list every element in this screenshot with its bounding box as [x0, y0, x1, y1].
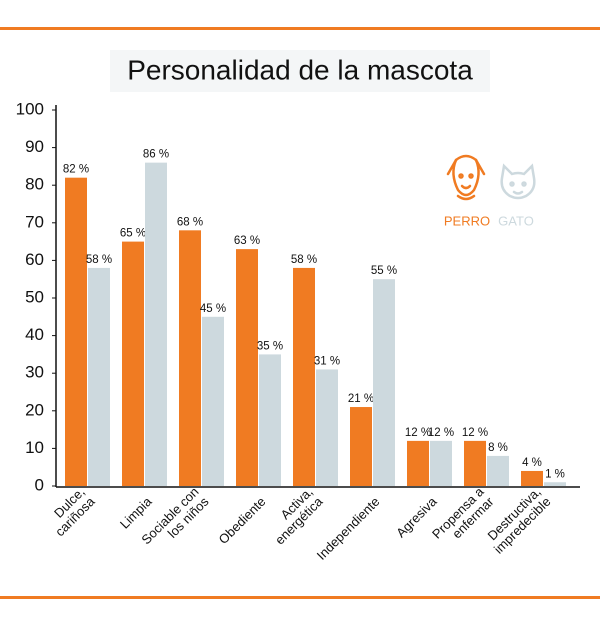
value-label: 4 %: [522, 457, 542, 469]
bar: [88, 267, 110, 486]
bar: [373, 279, 395, 486]
x-tick-label: Dulce,cariñosa: [51, 484, 98, 539]
bar: [521, 470, 543, 486]
value-label: 86 %: [143, 149, 169, 161]
value-label: 68 %: [177, 216, 203, 228]
bar: [122, 241, 144, 486]
bar: [544, 482, 566, 486]
top-rule: [0, 27, 600, 30]
legend-label: PERRO: [444, 213, 490, 228]
y-tick-label: 30: [25, 363, 44, 382]
value-label: 1 %: [545, 468, 565, 480]
bar: [350, 407, 372, 486]
y-tick-label: 100: [16, 99, 44, 118]
x-tick-label: Obediente: [216, 494, 269, 547]
bar: [65, 177, 87, 486]
bottom-rule: [0, 596, 600, 599]
y-tick-label: 70: [25, 212, 44, 231]
bar: [487, 455, 509, 486]
value-label: 58 %: [86, 254, 112, 266]
legend-icons: [446, 154, 536, 201]
y-tick-label: 80: [25, 175, 44, 194]
y-tick-label: 90: [25, 137, 44, 156]
bar: [430, 440, 452, 486]
legend-label: GATO: [498, 213, 534, 228]
value-label: 45 %: [200, 303, 226, 315]
y-tick-label: 50: [25, 287, 44, 306]
value-label: 65 %: [120, 228, 146, 240]
value-label: 21 %: [348, 393, 374, 405]
bar: [202, 316, 224, 486]
value-label: 12 %: [405, 427, 431, 439]
bar: [316, 369, 338, 486]
x-tick-label: Activa,energética: [272, 484, 326, 547]
value-label: 31 %: [314, 355, 340, 367]
y-tick-label: 20: [25, 400, 44, 419]
bar: [179, 230, 201, 486]
y-tick-label: 0: [35, 475, 44, 494]
y-tick-label: 10: [25, 438, 44, 457]
cat-icon: [500, 163, 536, 200]
dog-icon: [446, 154, 486, 201]
y-tick-label: 40: [25, 325, 44, 344]
value-label: 55 %: [371, 265, 397, 277]
bar: [464, 440, 486, 486]
value-label: 82 %: [63, 164, 89, 176]
y-tick-label: 60: [25, 250, 44, 269]
value-label: 58 %: [291, 254, 317, 266]
chart-title: Personalidad de la mascota: [127, 54, 473, 85]
title-band: [110, 50, 490, 92]
x-tick-label-line: Obediente: [216, 494, 269, 547]
bar: [145, 162, 167, 486]
bar: [293, 267, 315, 486]
value-label: 12 %: [462, 427, 488, 439]
value-label: 35 %: [257, 340, 283, 352]
value-label: 8 %: [488, 442, 508, 454]
bar: [236, 249, 258, 486]
value-label: 63 %: [234, 235, 260, 247]
bar: [259, 354, 281, 486]
bar: [407, 440, 429, 486]
value-label: 12 %: [428, 427, 454, 439]
x-tick-label: Destructiva,impredecible: [485, 484, 554, 557]
